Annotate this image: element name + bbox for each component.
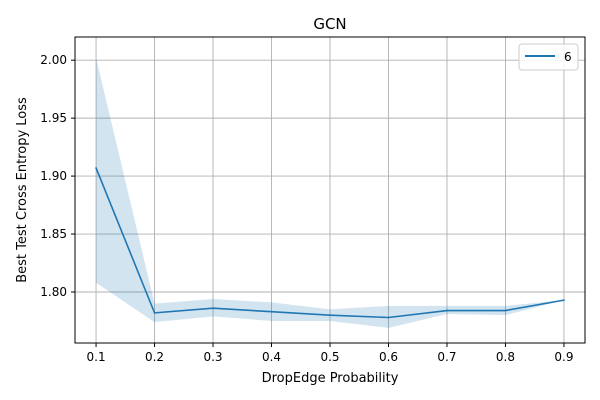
data-point <box>504 309 507 312</box>
confidence-band <box>96 57 564 328</box>
x-tick-label: 0.5 <box>320 350 339 364</box>
x-tick-label: 0.9 <box>554 350 573 364</box>
y-tick-label: 1.95 <box>40 111 67 125</box>
y-tick-label: 1.85 <box>40 227 67 241</box>
x-axis-ticks: 0.1 0.2 0.3 0.4 0.5 0.6 0.7 0.8 0.9 <box>87 343 573 364</box>
x-axis-label: DropEdge Probability <box>262 371 399 386</box>
grid-layer <box>75 37 585 343</box>
x-tick-label: 0.2 <box>145 350 164 364</box>
data-point <box>212 307 214 310</box>
legend: 6 <box>518 43 579 71</box>
series-line-layer <box>95 167 565 319</box>
data-point <box>563 299 565 302</box>
y-axis-label: Best Test Cross Entropy Loss <box>15 97 30 283</box>
data-point <box>387 316 390 319</box>
chart-title: GCN <box>313 15 346 33</box>
confidence-band-layer <box>96 57 564 328</box>
x-tick-label: 0.4 <box>262 350 281 364</box>
legend-label: 6 <box>564 50 572 64</box>
y-axis-ticks: 1.80 1.85 1.90 1.95 2.00 <box>40 53 75 299</box>
x-tick-label: 0.8 <box>496 350 515 364</box>
data-point <box>329 314 331 317</box>
data-point <box>95 167 97 169</box>
x-tick-label: 0.6 <box>379 350 398 364</box>
y-tick-label: 1.80 <box>40 285 67 299</box>
y-tick-label: 1.90 <box>40 169 67 183</box>
data-point <box>446 309 448 312</box>
y-tick-label: 2.00 <box>40 53 67 67</box>
x-tick-label: 0.1 <box>87 350 106 364</box>
data-point <box>270 310 273 313</box>
x-tick-label: 0.3 <box>203 350 222 364</box>
data-point <box>153 311 156 314</box>
x-tick-label: 0.7 <box>437 350 456 364</box>
